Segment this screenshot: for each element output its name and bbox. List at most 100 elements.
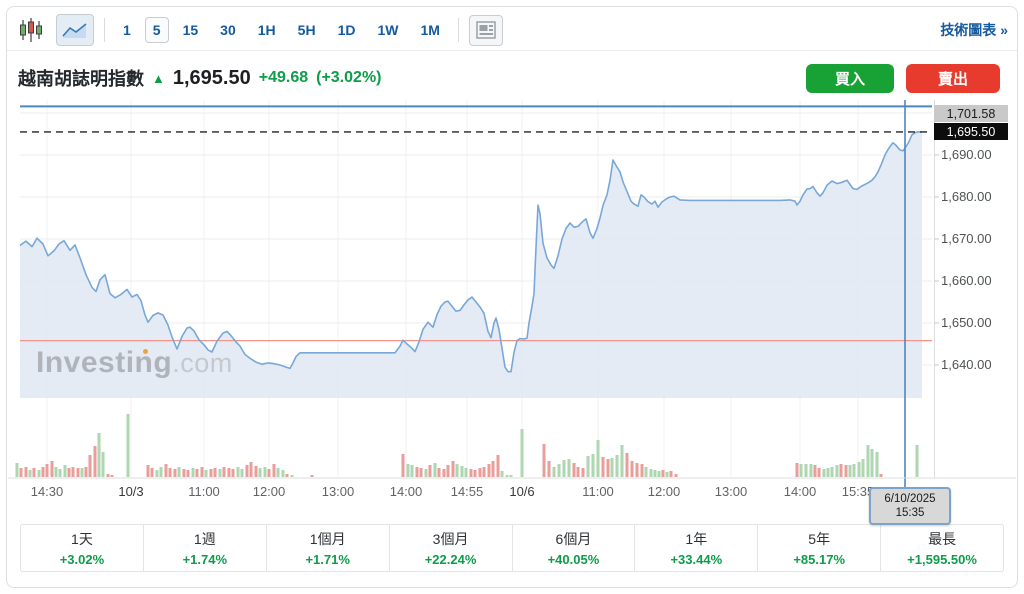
timeframe-button-1M[interactable]: 1M (420, 22, 440, 38)
volume-bar (586, 456, 590, 477)
timeframe-button-1[interactable]: 1 (123, 22, 131, 38)
volume-bar (509, 475, 513, 477)
y-axis-label: 1,690.00 (941, 147, 992, 162)
volume-bar (240, 469, 244, 477)
news-panel-button[interactable] (468, 14, 503, 46)
volume-bar (562, 460, 566, 477)
volume-bar (93, 446, 97, 477)
price-line-path (19, 131, 922, 373)
volume-bar (195, 469, 199, 477)
volume-bar (28, 470, 32, 477)
volume-bar (795, 463, 799, 477)
volume-bar (542, 444, 546, 477)
volume-bar (861, 459, 865, 477)
toolbar-divider-2 (457, 18, 459, 42)
volume-bar (817, 468, 821, 477)
volume-bar (84, 467, 88, 477)
volume-bar (520, 429, 524, 477)
quote-header: 越南胡誌明指數 ▲ 1,695.50 +49.68 (+3.02%) (18, 62, 382, 94)
volume-bar (591, 454, 595, 477)
timeframe-button-15[interactable]: 15 (182, 22, 199, 38)
x-axis-label: 13:00 (321, 484, 355, 499)
volume-bar (547, 461, 551, 477)
volume-bar (839, 464, 843, 477)
volume-bar (76, 468, 80, 477)
candlestick-icon (20, 18, 42, 42)
volume-bar (620, 445, 624, 477)
price-area-fill (20, 131, 922, 398)
volume-bar (915, 445, 919, 477)
volume-bar (71, 467, 75, 477)
performance-period: 5年 (808, 531, 831, 547)
performance-value: +1.71% (305, 552, 350, 567)
performance-period: 3個月 (432, 531, 469, 547)
timeframe-button-group: 1 5 15 30 1H 5H 1D 1W 1M (115, 17, 448, 43)
volume-bar (177, 467, 181, 477)
last-price-chip: 1,695.50 (934, 123, 1008, 140)
volume-bar (581, 468, 585, 477)
timeframe-button-5[interactable]: 5 (144, 17, 169, 43)
performance-period: 6個月 (555, 531, 592, 547)
volume-bar (276, 468, 280, 477)
tooltip-time: 15:35 (895, 507, 925, 519)
buy-button[interactable]: 買入 (806, 64, 894, 93)
volume-bar (415, 467, 419, 477)
performance-cell-6: 1年 +33.44% (635, 525, 759, 571)
volume-bar (455, 464, 459, 477)
timeframe-button-1H[interactable]: 1H (257, 22, 276, 38)
line-chart-button[interactable] (56, 14, 94, 46)
volume-bar (451, 461, 455, 477)
volume-bar (661, 470, 665, 477)
volume-bar (419, 468, 423, 477)
volume-bar (80, 468, 84, 477)
price-change-percent: (+3.02%) (316, 69, 382, 86)
volume-bar (848, 465, 852, 477)
volume-bar (601, 457, 605, 477)
candlestick-chart-button[interactable] (16, 15, 46, 45)
performance-value: +22.24% (424, 552, 477, 567)
volume-bar (88, 455, 92, 477)
performance-value: +3.02% (59, 552, 105, 567)
timeframe-button-1D[interactable]: 1D (337, 22, 356, 38)
volume-bar (615, 455, 619, 477)
volume-bar (505, 475, 509, 477)
volume-bar (428, 465, 432, 477)
volume-bar (437, 468, 441, 477)
volume-bar (572, 463, 576, 477)
volume-bar (173, 469, 177, 477)
volume-bar (58, 469, 62, 477)
volume-bar (478, 468, 482, 477)
volume-bar (809, 464, 813, 477)
timeframe-button-1W[interactable]: 1W (377, 22, 399, 38)
volume-bar (630, 461, 634, 477)
last-price: 1,695.50 (172, 66, 251, 89)
volume-bar (209, 469, 213, 477)
x-axis-label: 13:00 (714, 484, 748, 499)
timeframe-button-30[interactable]: 30 (220, 22, 236, 38)
up-arrow-icon: ▲ (152, 70, 165, 86)
x-axis-label: 12:00 (647, 484, 681, 499)
volume-bar (410, 465, 414, 477)
volume-bar (67, 468, 71, 477)
sell-button[interactable]: 賣出 (906, 64, 1000, 93)
y-axis-label: 1,640.00 (941, 357, 992, 372)
y-axis-label: 1,680.00 (941, 189, 992, 204)
volume-bar (830, 467, 834, 477)
volume-bar (625, 453, 629, 477)
line-chart-icon (62, 23, 87, 38)
technical-chart-link[interactable]: 技術圖表 » (940, 22, 1008, 38)
volume-bar (799, 464, 803, 477)
volume-bar (254, 466, 258, 477)
volume-bar (804, 464, 808, 477)
volume-bar (669, 471, 673, 477)
volume-bar (63, 465, 67, 477)
tooltip-date: 6/10/2025 (884, 492, 936, 505)
volume-bar (218, 469, 222, 477)
performance-period: 最長 (928, 531, 957, 547)
volume-bar (204, 470, 208, 477)
performance-period: 1個月 (309, 531, 346, 547)
volume-bar (290, 475, 294, 477)
timeframe-button-5H[interactable]: 5H (297, 22, 316, 38)
volume-bar (567, 459, 571, 477)
